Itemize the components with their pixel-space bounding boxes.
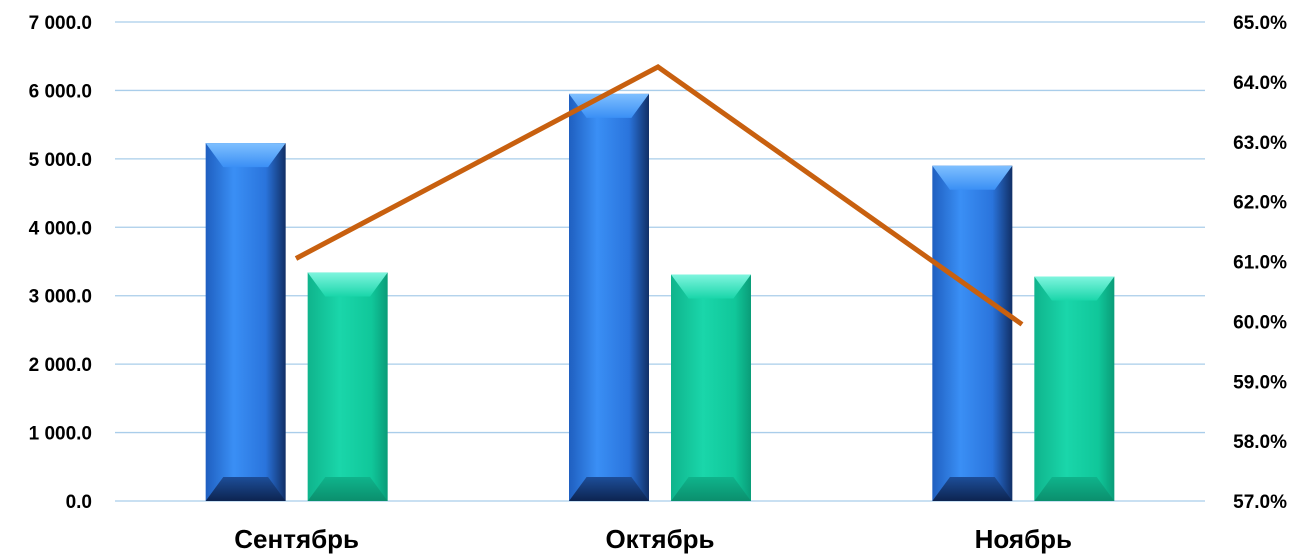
y2-tick-label: 59.0% [1233,372,1287,393]
rate-line [294,63,1024,327]
y2-tick-label: 62.0% [1233,193,1287,214]
y-tick-label: 2 000.0 [29,355,92,376]
bar [569,93,649,501]
y2-tick-label: 61.0% [1233,253,1287,274]
bar [671,274,751,501]
bars [205,93,1115,501]
x-category-label: Сентябрь [234,524,359,554]
y-tick-label: 3 000.0 [29,287,92,308]
bar [205,143,286,501]
line-series [294,63,1024,327]
gridlines [115,21,1205,502]
y2-tick-label: 60.0% [1233,312,1287,333]
axis-labels: 0.0 1 000.0 2 000.0 3 000.0 4 000.0 5 000.0 6 … [29,13,1288,554]
y2-tick-label: 63.0% [1233,133,1287,154]
y2-tick-label: 58.0% [1233,432,1287,453]
x-category-label: Ноябрь [975,524,1072,554]
y-tick-label: 7 000.0 [29,13,92,34]
bar [307,272,388,501]
y2-tick-label: 64.0% [1233,73,1287,94]
y-tick-label: 0.0 [66,492,92,513]
y2-tick-label: 57.0% [1233,492,1287,513]
y-tick-label: 5 000.0 [29,150,92,171]
y-tick-label: 4 000.0 [29,218,92,239]
y2-tick-label: 65.0% [1233,13,1287,34]
y-tick-label: 6 000.0 [29,81,92,102]
x-category-label: Октябрь [605,524,714,554]
y-tick-label: 1 000.0 [29,424,92,445]
bar [932,165,1013,501]
bar [1034,276,1115,501]
